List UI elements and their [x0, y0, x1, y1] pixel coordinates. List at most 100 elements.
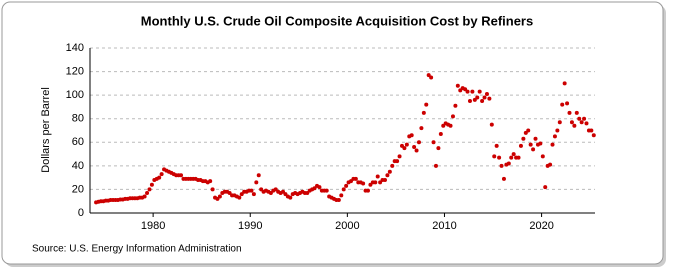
data-point — [589, 128, 594, 133]
data-point — [149, 182, 154, 187]
data-point — [511, 152, 516, 157]
data-point — [256, 173, 261, 178]
data-point — [540, 154, 545, 159]
data-point — [217, 194, 222, 199]
data-point — [387, 169, 392, 174]
data-point — [416, 140, 421, 145]
y-tick-label: 100 — [66, 89, 84, 101]
data-point — [555, 128, 560, 133]
data-point — [390, 163, 395, 168]
data-point — [584, 121, 589, 126]
data-point — [353, 176, 358, 181]
data-point — [317, 185, 322, 190]
data-point — [567, 110, 572, 115]
data-point — [429, 75, 434, 80]
data-point — [565, 101, 570, 106]
data-point — [579, 120, 584, 125]
data-point — [385, 173, 390, 178]
data-point — [494, 143, 499, 148]
data-point — [365, 188, 370, 193]
data-point — [142, 194, 147, 199]
data-point — [533, 136, 538, 141]
data-point — [249, 188, 254, 193]
chart-title: Monthly U.S. Crude Oil Composite Acquisi… — [141, 13, 533, 28]
source-note: Source: U.S. Energy Information Administ… — [32, 244, 242, 255]
data-point — [489, 122, 494, 127]
data-point — [521, 136, 526, 141]
data-point — [518, 143, 523, 148]
data-point — [179, 173, 184, 178]
data-point — [499, 163, 504, 168]
data-point — [436, 146, 441, 151]
data-point — [557, 120, 562, 125]
data-point — [455, 83, 460, 88]
x-tick-label: 2000 — [335, 220, 359, 232]
data-point — [145, 190, 150, 195]
data-point — [482, 95, 487, 100]
data-point — [324, 188, 329, 193]
data-point — [157, 175, 162, 180]
data-point — [254, 180, 259, 185]
data-point — [450, 114, 455, 119]
data-point — [344, 183, 349, 188]
data-point — [477, 89, 482, 94]
data-point — [480, 99, 485, 104]
y-tick-label: 120 — [66, 65, 84, 77]
data-point — [424, 102, 429, 107]
data-point — [492, 154, 497, 159]
x-tick-label: 2010 — [432, 220, 456, 232]
data-point — [208, 179, 213, 184]
y-tick-label: 60 — [72, 136, 84, 148]
data-point — [341, 187, 346, 192]
y-tick-label: 140 — [66, 42, 84, 54]
data-point — [397, 154, 402, 159]
data-point — [538, 141, 543, 146]
data-point — [470, 89, 475, 94]
data-point — [548, 162, 553, 167]
data-point — [506, 161, 511, 166]
data-point — [543, 185, 548, 190]
data-point — [453, 103, 458, 108]
data-point — [467, 99, 472, 104]
data-point — [404, 142, 409, 147]
data-point — [591, 133, 596, 138]
data-point — [501, 176, 506, 181]
y-tick-label: 80 — [72, 113, 84, 125]
data-point — [448, 123, 453, 128]
data-point — [251, 192, 256, 197]
data-point — [582, 116, 587, 121]
data-point — [336, 198, 341, 203]
x-tick-label: 1980 — [141, 220, 165, 232]
data-point — [550, 142, 555, 147]
data-point — [409, 133, 414, 138]
data-point — [339, 193, 344, 198]
data-point — [487, 96, 492, 101]
data-point — [375, 174, 380, 179]
data-point — [159, 172, 164, 177]
data-point — [574, 110, 579, 115]
data-point — [516, 155, 521, 160]
data-point — [569, 120, 574, 125]
data-point — [421, 110, 426, 115]
data-point — [572, 123, 577, 128]
data-point — [465, 89, 470, 94]
data-point — [552, 134, 557, 139]
data-point — [361, 181, 366, 186]
data-point — [414, 148, 419, 153]
data-point — [562, 81, 567, 86]
data-point — [526, 128, 531, 133]
y-tick-label: 40 — [72, 160, 84, 172]
data-point — [577, 116, 582, 121]
data-point — [402, 146, 407, 151]
data-point — [147, 187, 152, 192]
data-point — [433, 163, 438, 168]
data-point — [497, 155, 502, 160]
data-point — [531, 147, 536, 152]
y-tick-label: 20 — [72, 183, 84, 195]
data-point — [373, 180, 378, 185]
data-point — [509, 155, 514, 160]
data-point — [475, 95, 480, 100]
x-tick-label: 1990 — [238, 220, 262, 232]
